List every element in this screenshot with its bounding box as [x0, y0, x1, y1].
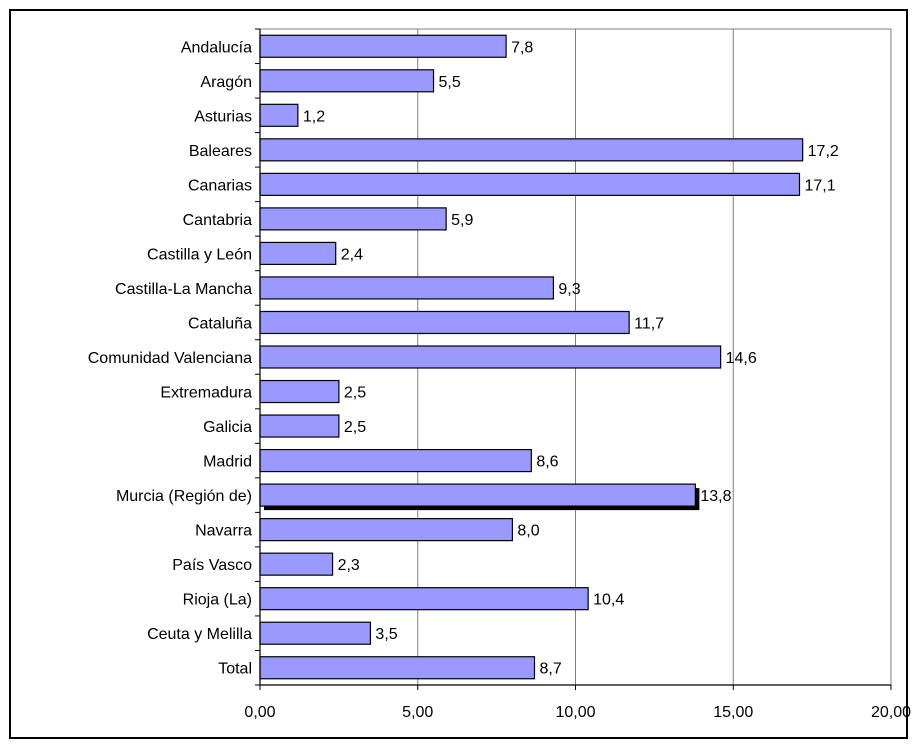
- bar: [259, 138, 804, 162]
- data-label: 10,4: [593, 592, 624, 609]
- category-label: Castilla-La Mancha: [115, 281, 252, 298]
- data-label: 8,7: [539, 661, 561, 678]
- data-label: 5,5: [439, 74, 461, 91]
- bar: [259, 310, 630, 335]
- data-label: 17,1: [805, 177, 836, 194]
- bar: [259, 379, 340, 404]
- x-tick-label: 10,00: [555, 704, 595, 721]
- bar: [259, 621, 372, 645]
- x-tick-label: 20,00: [871, 704, 911, 721]
- category-label: Aragón: [200, 74, 252, 91]
- data-label: 2,5: [344, 385, 366, 402]
- category-label: Madrid: [203, 454, 252, 471]
- bar: [259, 207, 447, 231]
- bar: [259, 345, 722, 369]
- category-label: Rioja (La): [183, 592, 252, 609]
- bar: [259, 69, 435, 93]
- bar: [259, 552, 334, 576]
- category-label: Castilla y León: [147, 246, 252, 263]
- data-label: 13,8: [700, 488, 731, 505]
- chart-frame: [9, 9, 908, 739]
- bar: [259, 587, 589, 611]
- data-label: 2,3: [338, 557, 360, 574]
- bar: [259, 276, 555, 300]
- bar: [259, 172, 801, 196]
- data-label: 14,6: [726, 350, 757, 367]
- x-tick-label: 0,00: [244, 704, 275, 721]
- data-label: 7,8: [511, 39, 533, 56]
- bar: [259, 518, 513, 542]
- data-label: 5,9: [451, 212, 473, 229]
- data-label: 11,7: [634, 315, 664, 332]
- bar: [259, 414, 340, 438]
- category-label: Canarias: [188, 177, 252, 194]
- data-label: 3,5: [375, 626, 397, 643]
- category-label: Asturias: [194, 108, 252, 125]
- data-label: 17,2: [808, 143, 839, 160]
- bar: [259, 448, 532, 473]
- category-label: Cataluña: [188, 315, 252, 332]
- data-label: 8,0: [517, 523, 539, 540]
- x-tick-label: 15,00: [713, 704, 753, 721]
- data-label: 9,3: [558, 281, 580, 298]
- bar: [259, 483, 696, 507]
- category-label: Andalucía: [181, 39, 252, 56]
- category-label: Galicia: [203, 419, 252, 436]
- category-label: Baleares: [189, 143, 252, 160]
- category-label: Extremadura: [160, 385, 252, 402]
- category-label: País Vasco: [172, 557, 252, 574]
- data-label: 1,2: [303, 108, 325, 125]
- category-label: Cantabria: [183, 212, 252, 229]
- data-label: 2,4: [341, 246, 363, 263]
- category-label: Murcia (Región de): [116, 488, 252, 505]
- bar: [259, 241, 337, 266]
- data-label: 8,6: [536, 454, 558, 471]
- bar: [259, 34, 507, 58]
- category-label: Total: [218, 661, 252, 678]
- category-label: Navarra: [195, 523, 252, 540]
- data-label: 2,5: [344, 419, 366, 436]
- x-tick-label: 5,00: [402, 704, 433, 721]
- bar: [259, 656, 536, 680]
- category-label: Ceuta y Melilla: [147, 626, 252, 643]
- bar: [259, 103, 299, 127]
- category-label: Comunidad Valenciana: [88, 350, 252, 367]
